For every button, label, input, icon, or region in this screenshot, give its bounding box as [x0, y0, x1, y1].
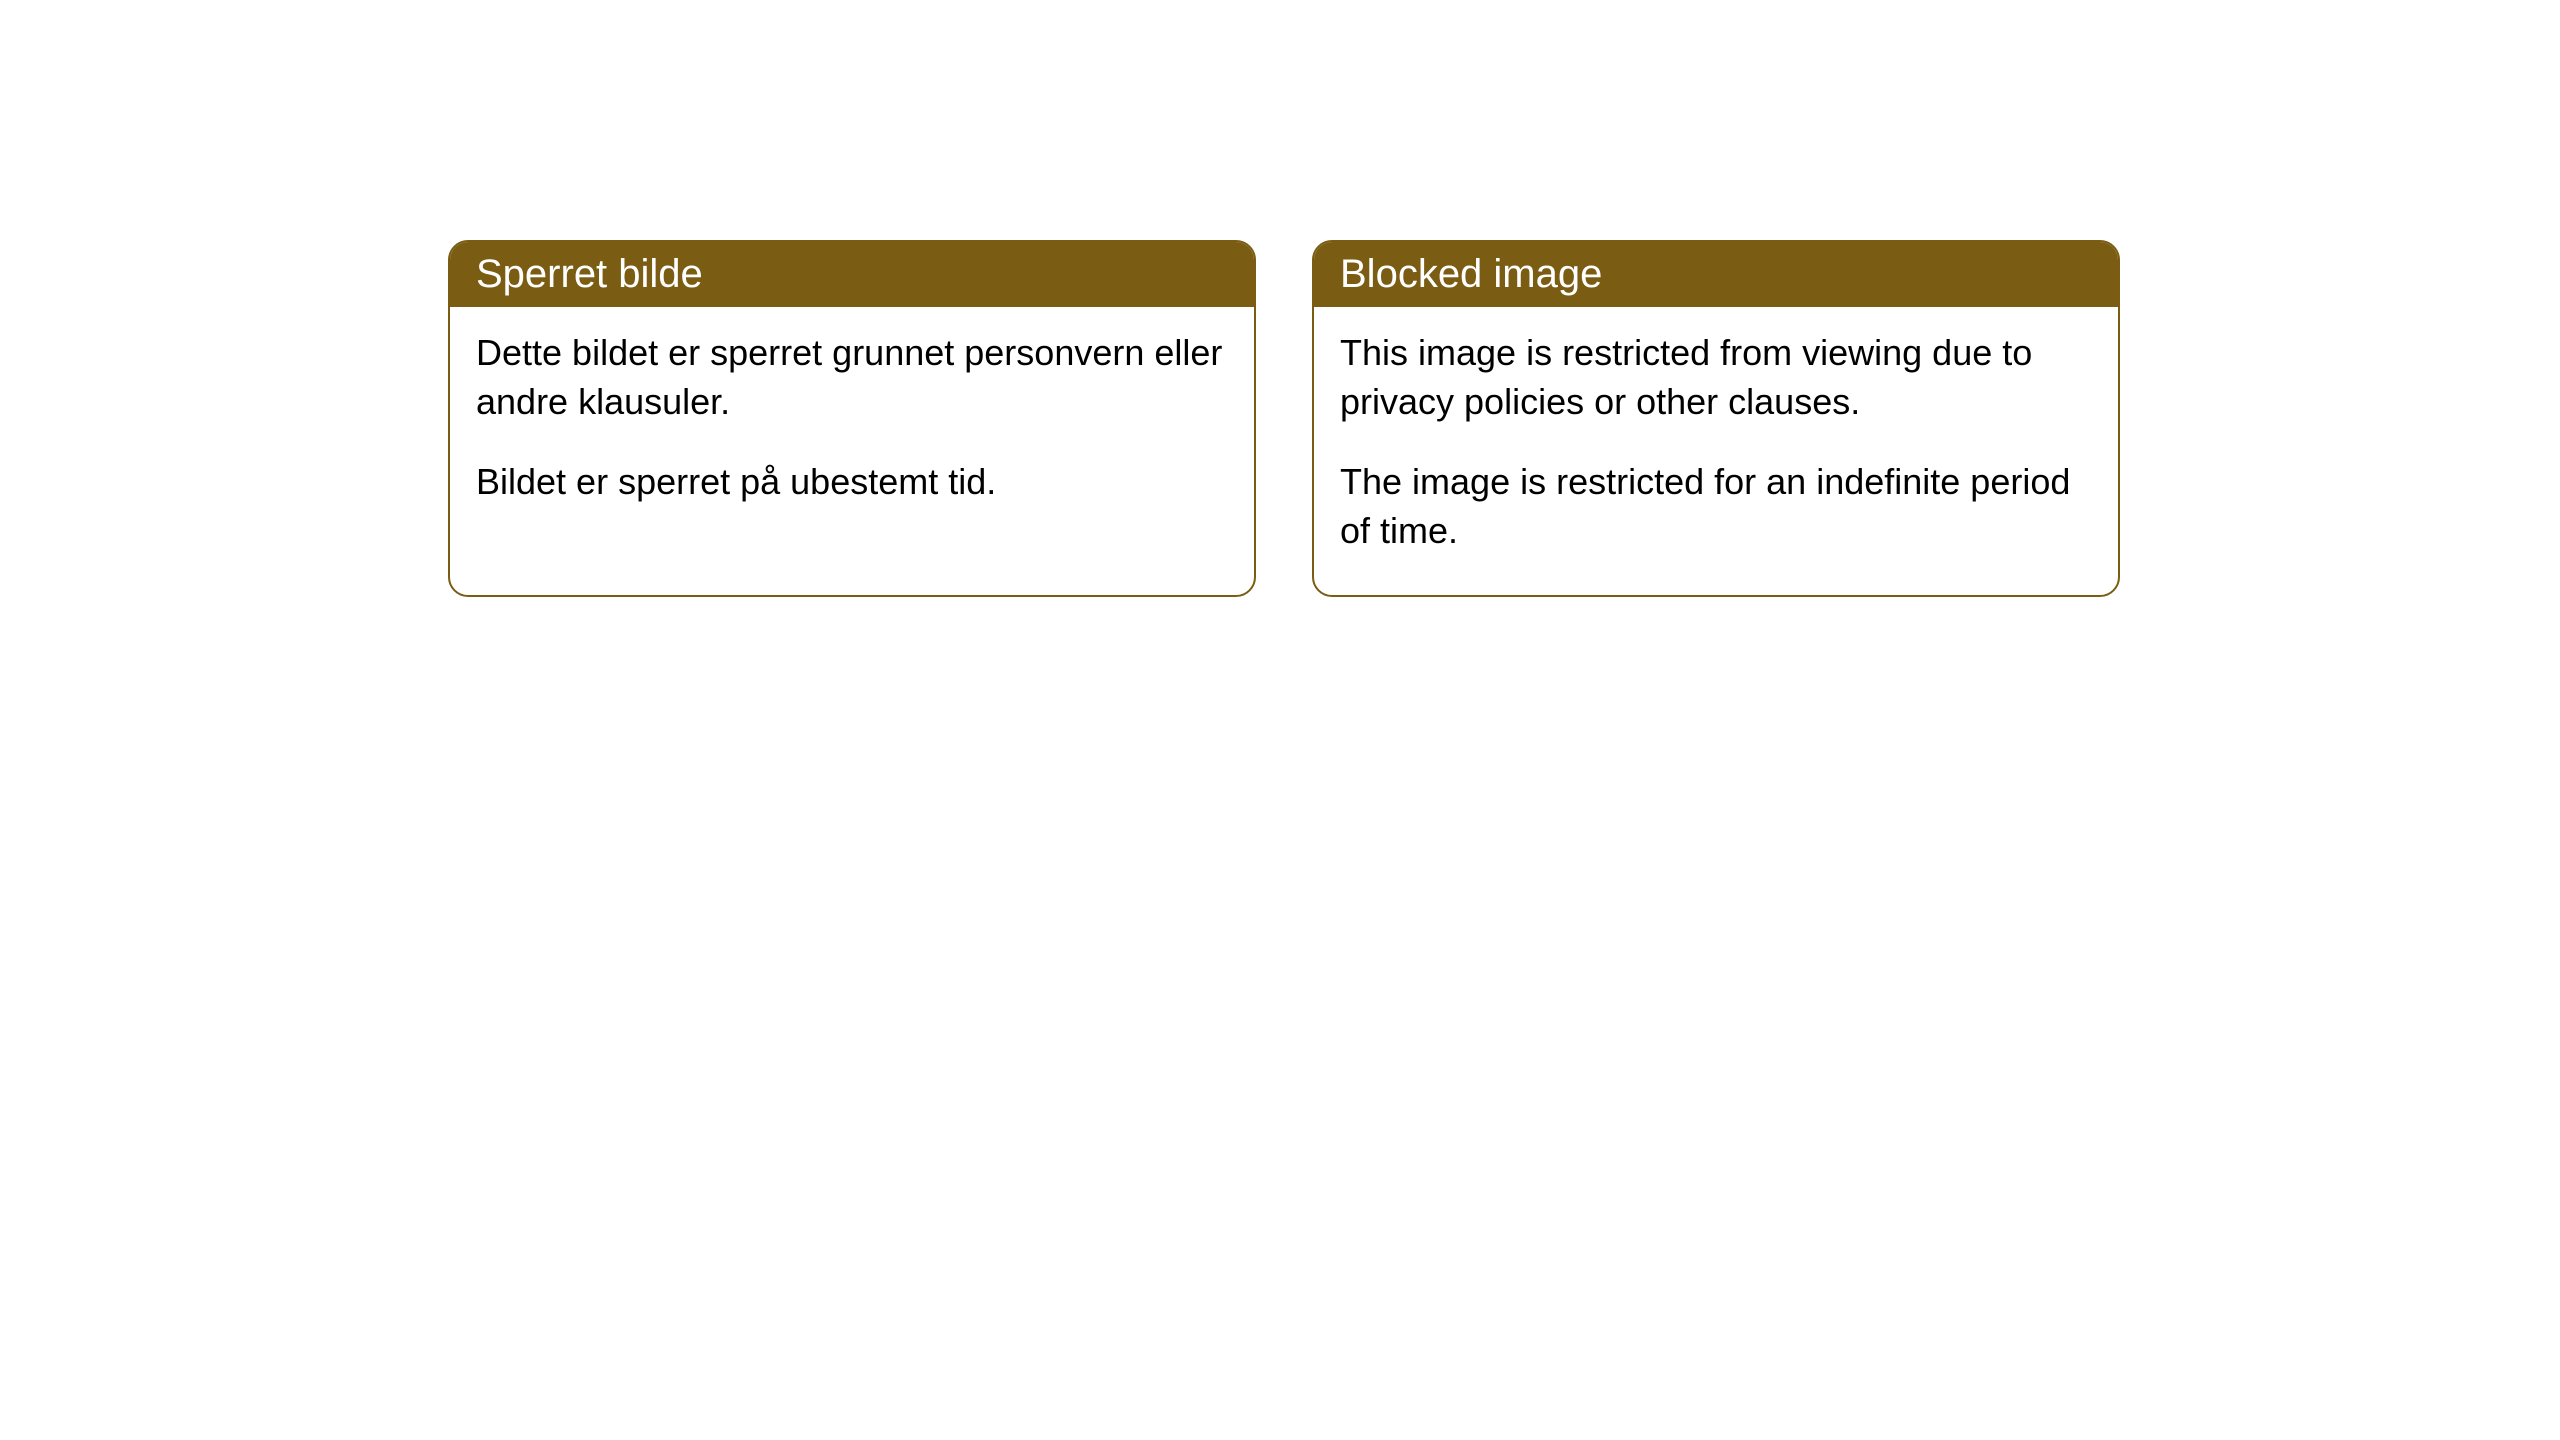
- card-paragraph-1-norwegian: Dette bildet er sperret grunnet personve…: [476, 329, 1228, 426]
- card-title-english: Blocked image: [1340, 252, 1602, 296]
- card-body-english: This image is restricted from viewing du…: [1314, 307, 2118, 595]
- card-paragraph-2-norwegian: Bildet er sperret på ubestemt tid.: [476, 458, 1228, 507]
- card-title-norwegian: Sperret bilde: [476, 252, 703, 296]
- card-body-norwegian: Dette bildet er sperret grunnet personve…: [450, 307, 1254, 547]
- blocked-image-card-english: Blocked image This image is restricted f…: [1312, 240, 2120, 597]
- notice-container: Sperret bilde Dette bildet er sperret gr…: [448, 240, 2120, 597]
- card-paragraph-2-english: The image is restricted for an indefinit…: [1340, 458, 2092, 555]
- blocked-image-card-norwegian: Sperret bilde Dette bildet er sperret gr…: [448, 240, 1256, 597]
- card-paragraph-1-english: This image is restricted from viewing du…: [1340, 329, 2092, 426]
- card-header-norwegian: Sperret bilde: [450, 242, 1254, 307]
- card-header-english: Blocked image: [1314, 242, 2118, 307]
